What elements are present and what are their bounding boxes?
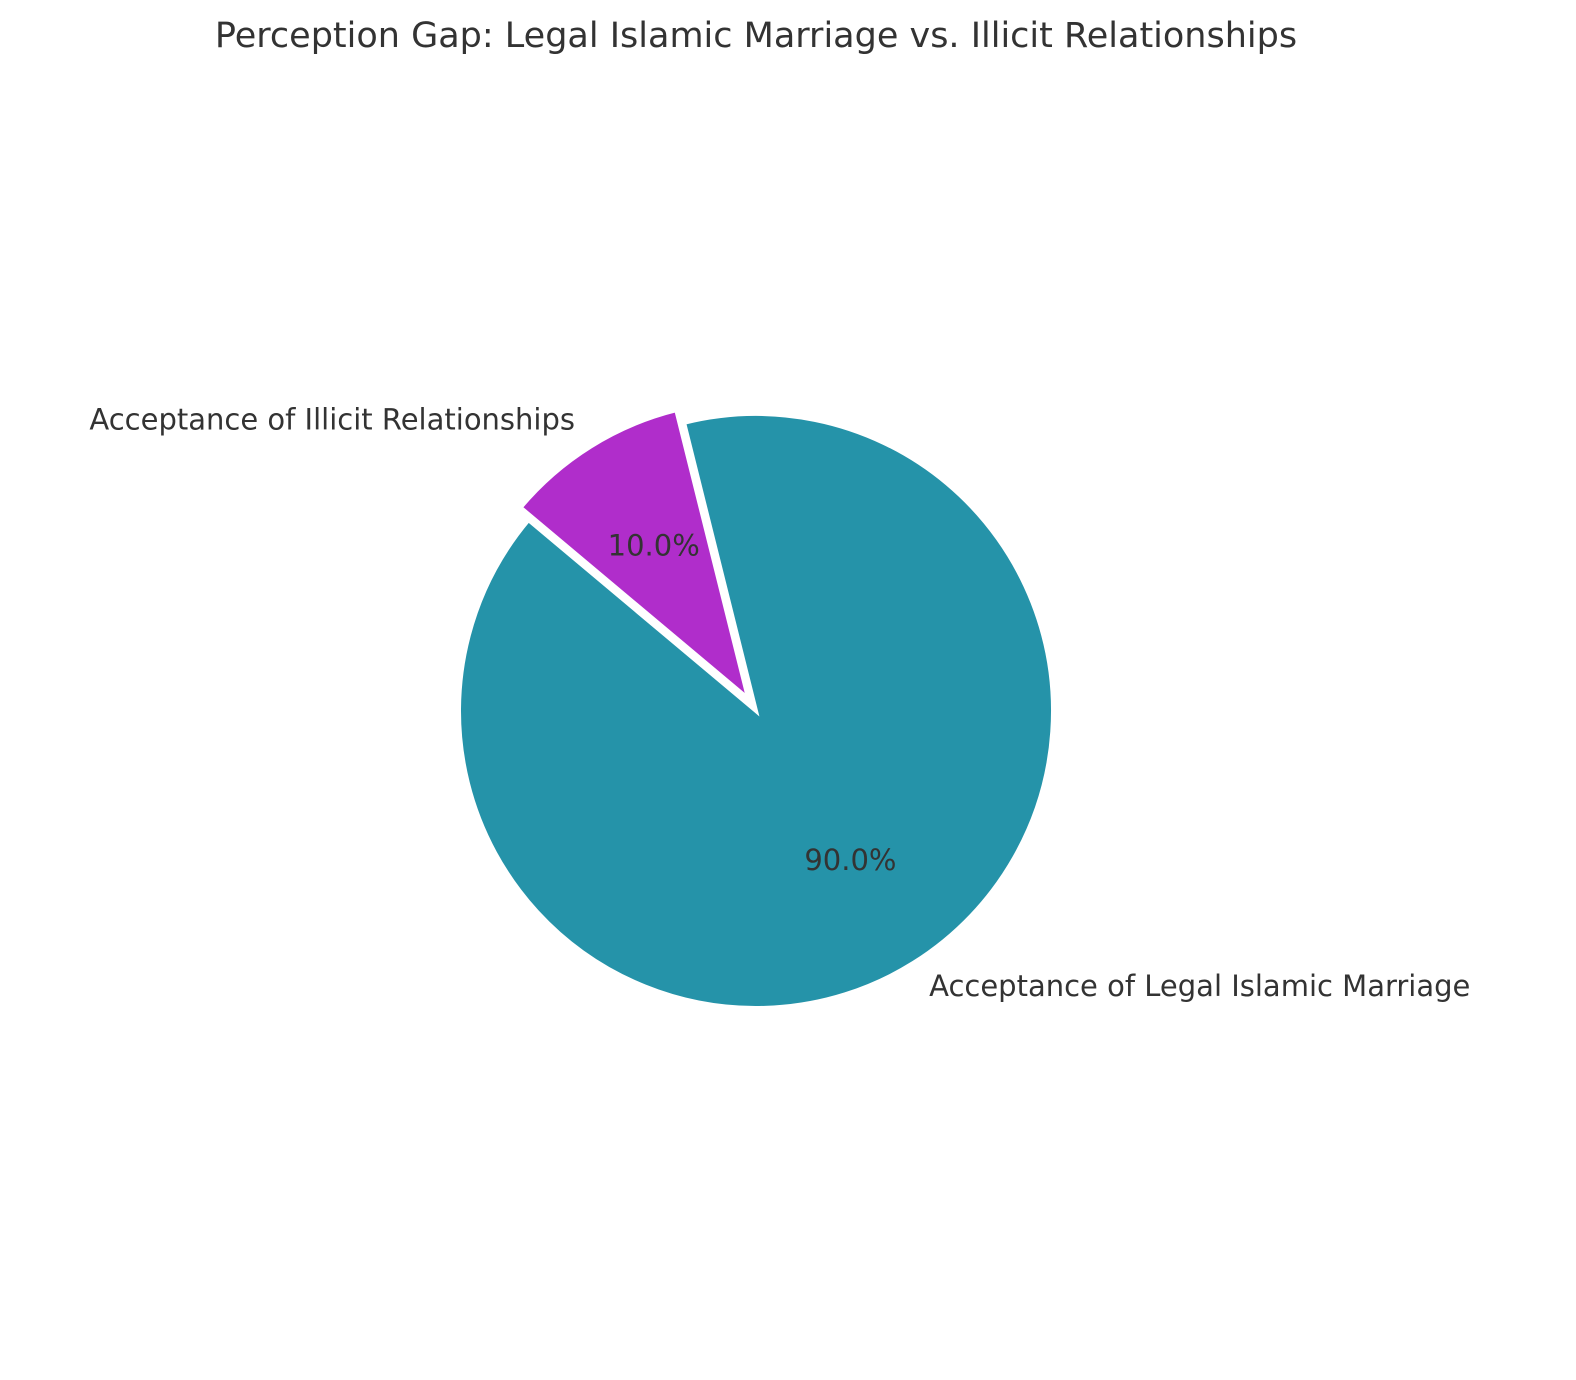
chart-title: Perception Gap: Legal Islamic Marriage v… [215, 16, 1297, 56]
value-label: 10.0% [608, 528, 700, 562]
slice-label: Acceptance of Illicit Relationships [89, 402, 575, 436]
pie-slice [517, 407, 752, 704]
pie-slice [457, 412, 1055, 1010]
value-label: 90.0% [804, 843, 896, 877]
slice-label: Acceptance of Legal Islamic Marriage [929, 969, 1470, 1003]
